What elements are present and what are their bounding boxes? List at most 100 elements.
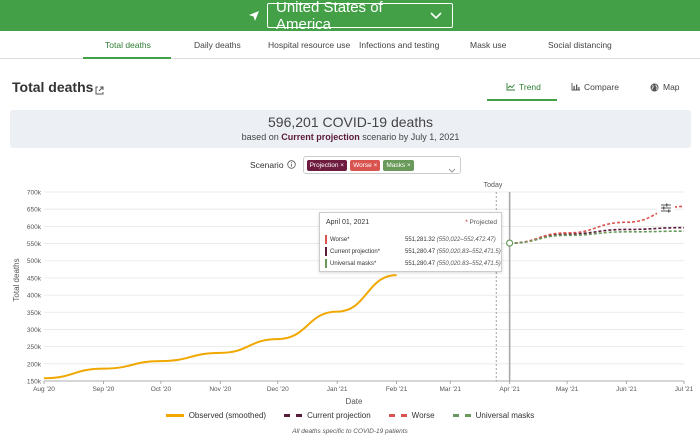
- y-tick-label: 650k: [27, 207, 42, 214]
- y-axis-ticks: 150k 200k 250k 300k 350k 400k 450k 500k 550k 600k…: [27, 190, 42, 386]
- legend-label: Current projection: [307, 411, 371, 420]
- x-tick-label: Feb '21: [386, 386, 408, 393]
- view-tab-compare-label: Compare: [584, 82, 619, 92]
- scenario-row: Scenario Projection × Worse × Masks ×: [250, 156, 461, 174]
- view-tab-map[interactable]: Map: [650, 82, 680, 92]
- summary-panel: 596,201 COVID-19 deaths based on Current…: [10, 110, 691, 148]
- page-header: Total deaths Trend Compare Map: [0, 73, 700, 103]
- summary-sub-suffix: scenario by July 1, 2021: [362, 132, 460, 142]
- tooltip-date: April 01, 2021: [326, 219, 370, 226]
- legend-swatch: [388, 414, 407, 417]
- series-line-observed-smoothed-: [43, 274, 397, 380]
- tooltip-range: (550,020.83–552,471.5): [436, 260, 501, 267]
- tooltip-projected-label: Projected: [469, 219, 497, 226]
- tooltip-row-masks: Universal masks* 551,280.47 (550,020.83–…: [325, 259, 501, 268]
- tooltip-row-name: Worse*: [330, 236, 350, 243]
- tooltip-range: (550,022–552,472.47): [436, 236, 496, 243]
- location-bar: United States of America: [0, 0, 700, 33]
- tooltip-row-current: Current projection* 551,280.47 (550,020.…: [325, 247, 501, 256]
- scenario-chip-masks[interactable]: Masks ×: [383, 159, 414, 171]
- x-tick-label: Oct '20: [151, 386, 172, 393]
- chart-overlay: [495, 192, 514, 381]
- y-axis-label: Total deaths: [12, 258, 21, 301]
- tooltip-row-value: 551,281.32 (550,022–552,472.47): [405, 237, 496, 243]
- page-title: Total deaths: [12, 79, 94, 95]
- legend-label: Universal masks: [475, 411, 535, 420]
- y-tick-label: 500k: [27, 258, 42, 265]
- tooltip-row-name: Universal masks*: [330, 260, 377, 267]
- tab-infections-testing[interactable]: Infections and testing: [359, 40, 440, 50]
- tooltip-row-value: 551,280.47 (550,020.83–552,471.5): [405, 249, 501, 255]
- location-arrow-icon: [247, 9, 261, 23]
- tooltip-row-value: 551,280.47 (550,020.83–552,471.5): [405, 261, 501, 267]
- chevron-down-icon: [430, 7, 442, 24]
- x-tick-label: Jan '21: [327, 386, 348, 393]
- y-tick-label: 150k: [27, 379, 42, 386]
- tooltip-value: 551,281.32: [405, 236, 436, 243]
- x-tick-label: Mar '21: [439, 386, 461, 393]
- x-axis-ticks: Aug '20 Sep '20 Oct '20 Nov '20 Dec '20 Jan '…: [33, 386, 694, 393]
- x-tick-label: May '21: [556, 386, 579, 393]
- x-tick-label: Jul '21: [675, 386, 694, 393]
- tooltip-color-bar: [325, 259, 327, 268]
- compare-icon: [571, 83, 580, 91]
- scenario-chip-worse[interactable]: Worse ×: [350, 159, 381, 171]
- x-axis-label: Date: [346, 397, 363, 406]
- series-line-current-projection: [509, 226, 685, 244]
- series-line-universal-masks: [509, 230, 685, 244]
- y-tick-label: 400k: [27, 293, 42, 300]
- legend-swatch: [284, 414, 303, 417]
- chevron-down-icon: [448, 161, 456, 179]
- y-tick-label: 700k: [27, 190, 42, 197]
- tab-daily-deaths[interactable]: Daily deaths: [194, 40, 241, 50]
- chart-tooltip: April 01, 2021 * Projected Worse* 551,28…: [319, 212, 502, 272]
- scenario-label: Scenario: [250, 160, 284, 170]
- x-tick-label: Nov '20: [209, 386, 231, 393]
- globe-icon: [650, 83, 659, 91]
- location-select[interactable]: United States of America: [267, 0, 453, 33]
- summary-sub-scenario: Current projection: [281, 132, 360, 142]
- tooltip-color-bar: [325, 235, 327, 244]
- x-tick-label: Dec '20: [267, 386, 289, 393]
- active-tab-underline: [83, 57, 171, 59]
- view-tab-trend[interactable]: Trend: [506, 82, 541, 92]
- nav-tabs: Total deaths Daily deaths Hospital resou…: [0, 31, 700, 59]
- tooltip-value: 551,280.47: [405, 248, 436, 255]
- tooltip-color-bar: [325, 247, 327, 256]
- y-tick-label: 250k: [27, 344, 42, 351]
- legend-swatch: [165, 414, 184, 417]
- scenario-multiselect[interactable]: Projection × Worse × Masks ×: [302, 156, 461, 174]
- legend-label: Worse: [411, 411, 435, 420]
- legend-swatch: [452, 414, 471, 417]
- y-tick-label: 350k: [27, 310, 42, 317]
- legend-item-current-projection[interactable]: Current projection: [284, 411, 371, 420]
- view-tab-map-label: Map: [663, 82, 680, 92]
- tab-social-distancing[interactable]: Social distancing: [548, 40, 612, 50]
- tab-mask-use[interactable]: Mask use: [470, 40, 507, 50]
- legend-item-universal-masks[interactable]: Universal masks: [452, 411, 535, 420]
- tooltip-projected-star: *: [465, 219, 468, 226]
- x-tick-label: Jun '21: [616, 386, 637, 393]
- view-tab-trend-label: Trend: [519, 82, 541, 92]
- tooltip-row-name: Current projection*: [330, 248, 381, 255]
- info-icon[interactable]: [286, 156, 296, 174]
- hover-point-marker: [506, 239, 514, 247]
- today-label: Today: [484, 182, 503, 189]
- y-tick-label: 600k: [27, 224, 42, 231]
- tab-total-deaths[interactable]: Total deaths: [105, 40, 151, 50]
- location-value: United States of America: [276, 0, 383, 33]
- external-link-icon[interactable]: [95, 82, 104, 100]
- x-tick-label: Apr '21: [499, 386, 520, 393]
- x-tick-label: Aug '20: [33, 386, 55, 393]
- tooltip-range: (550,020.83–552,471.5): [436, 248, 501, 255]
- scenario-chip-projection[interactable]: Projection ×: [306, 159, 348, 171]
- legend-item-worse[interactable]: Worse: [388, 411, 435, 420]
- tooltip-row-worse: Worse* 551,281.32 (550,022–552,472.47): [325, 235, 496, 244]
- chart-options-icon[interactable]: [657, 199, 675, 217]
- view-tab-compare[interactable]: Compare: [571, 82, 619, 92]
- legend-item-observed[interactable]: Observed (smoothed): [165, 411, 266, 420]
- trend-icon: [506, 83, 515, 91]
- chart-series: [43, 205, 685, 380]
- y-tick-label: 450k: [27, 275, 42, 282]
- tab-hospital-resource-use[interactable]: Hospital resource use: [268, 40, 351, 50]
